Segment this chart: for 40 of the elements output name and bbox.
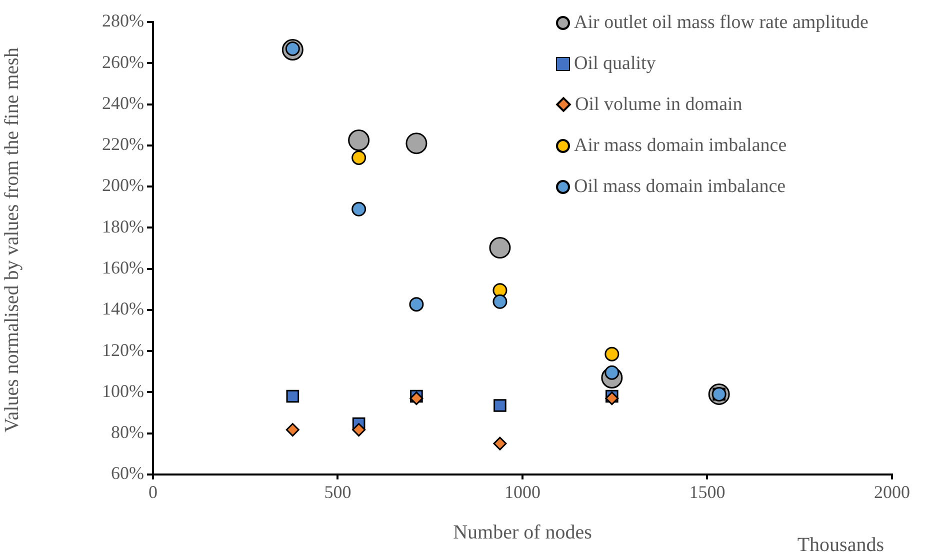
- x-tick-label: 2000: [874, 482, 910, 502]
- y-tick-label: 180%: [102, 216, 144, 236]
- y-tick-label: 240%: [102, 92, 144, 113]
- y-tick-label: 220%: [102, 134, 144, 154]
- point: [494, 399, 506, 412]
- point: [605, 392, 619, 406]
- point: [352, 202, 366, 216]
- legend-label: Oil quality: [574, 52, 656, 74]
- y-tick-label: 200%: [102, 175, 144, 196]
- point: [489, 237, 511, 259]
- legend-label: Oil mass domain imbalance: [574, 176, 786, 198]
- y-tick-label: 60%: [110, 463, 144, 484]
- point: [409, 297, 424, 312]
- point: [604, 346, 620, 362]
- x-tick-label: 1500: [689, 482, 726, 502]
- point: [286, 423, 300, 437]
- point: [492, 294, 508, 309]
- point: [348, 129, 370, 151]
- point: [352, 150, 366, 165]
- x-tick-label: 0: [148, 482, 158, 502]
- y-tick-label: 100%: [102, 380, 144, 401]
- x-tick-label: 1000: [504, 482, 540, 502]
- point: [286, 390, 300, 403]
- x-axis-title: Number of nodes: [453, 521, 592, 544]
- text: Thousands: [797, 534, 884, 556]
- point: [352, 423, 366, 437]
- y-tick-label: 80%: [110, 422, 144, 442]
- x-tick-label: 500: [324, 482, 352, 502]
- point: [406, 132, 428, 154]
- y-tick-label: 160%: [102, 258, 144, 278]
- y-axis-title: Values normalised by values from the fine mesh: [0, 46, 24, 434]
- legend-label: Air mass domain imbalance: [574, 134, 787, 156]
- point: [410, 392, 424, 406]
- y-tick-label: 120%: [102, 340, 144, 360]
- legend-label: Air outlet oil mass flow rate amplitude: [574, 12, 868, 34]
- y-tick-label: 260%: [102, 52, 144, 72]
- point: [493, 436, 507, 450]
- y-tick-label: 280%: [102, 10, 144, 31]
- legend-label: Oil volume in domain: [575, 94, 742, 116]
- y-tick-label: 140%: [102, 298, 144, 319]
